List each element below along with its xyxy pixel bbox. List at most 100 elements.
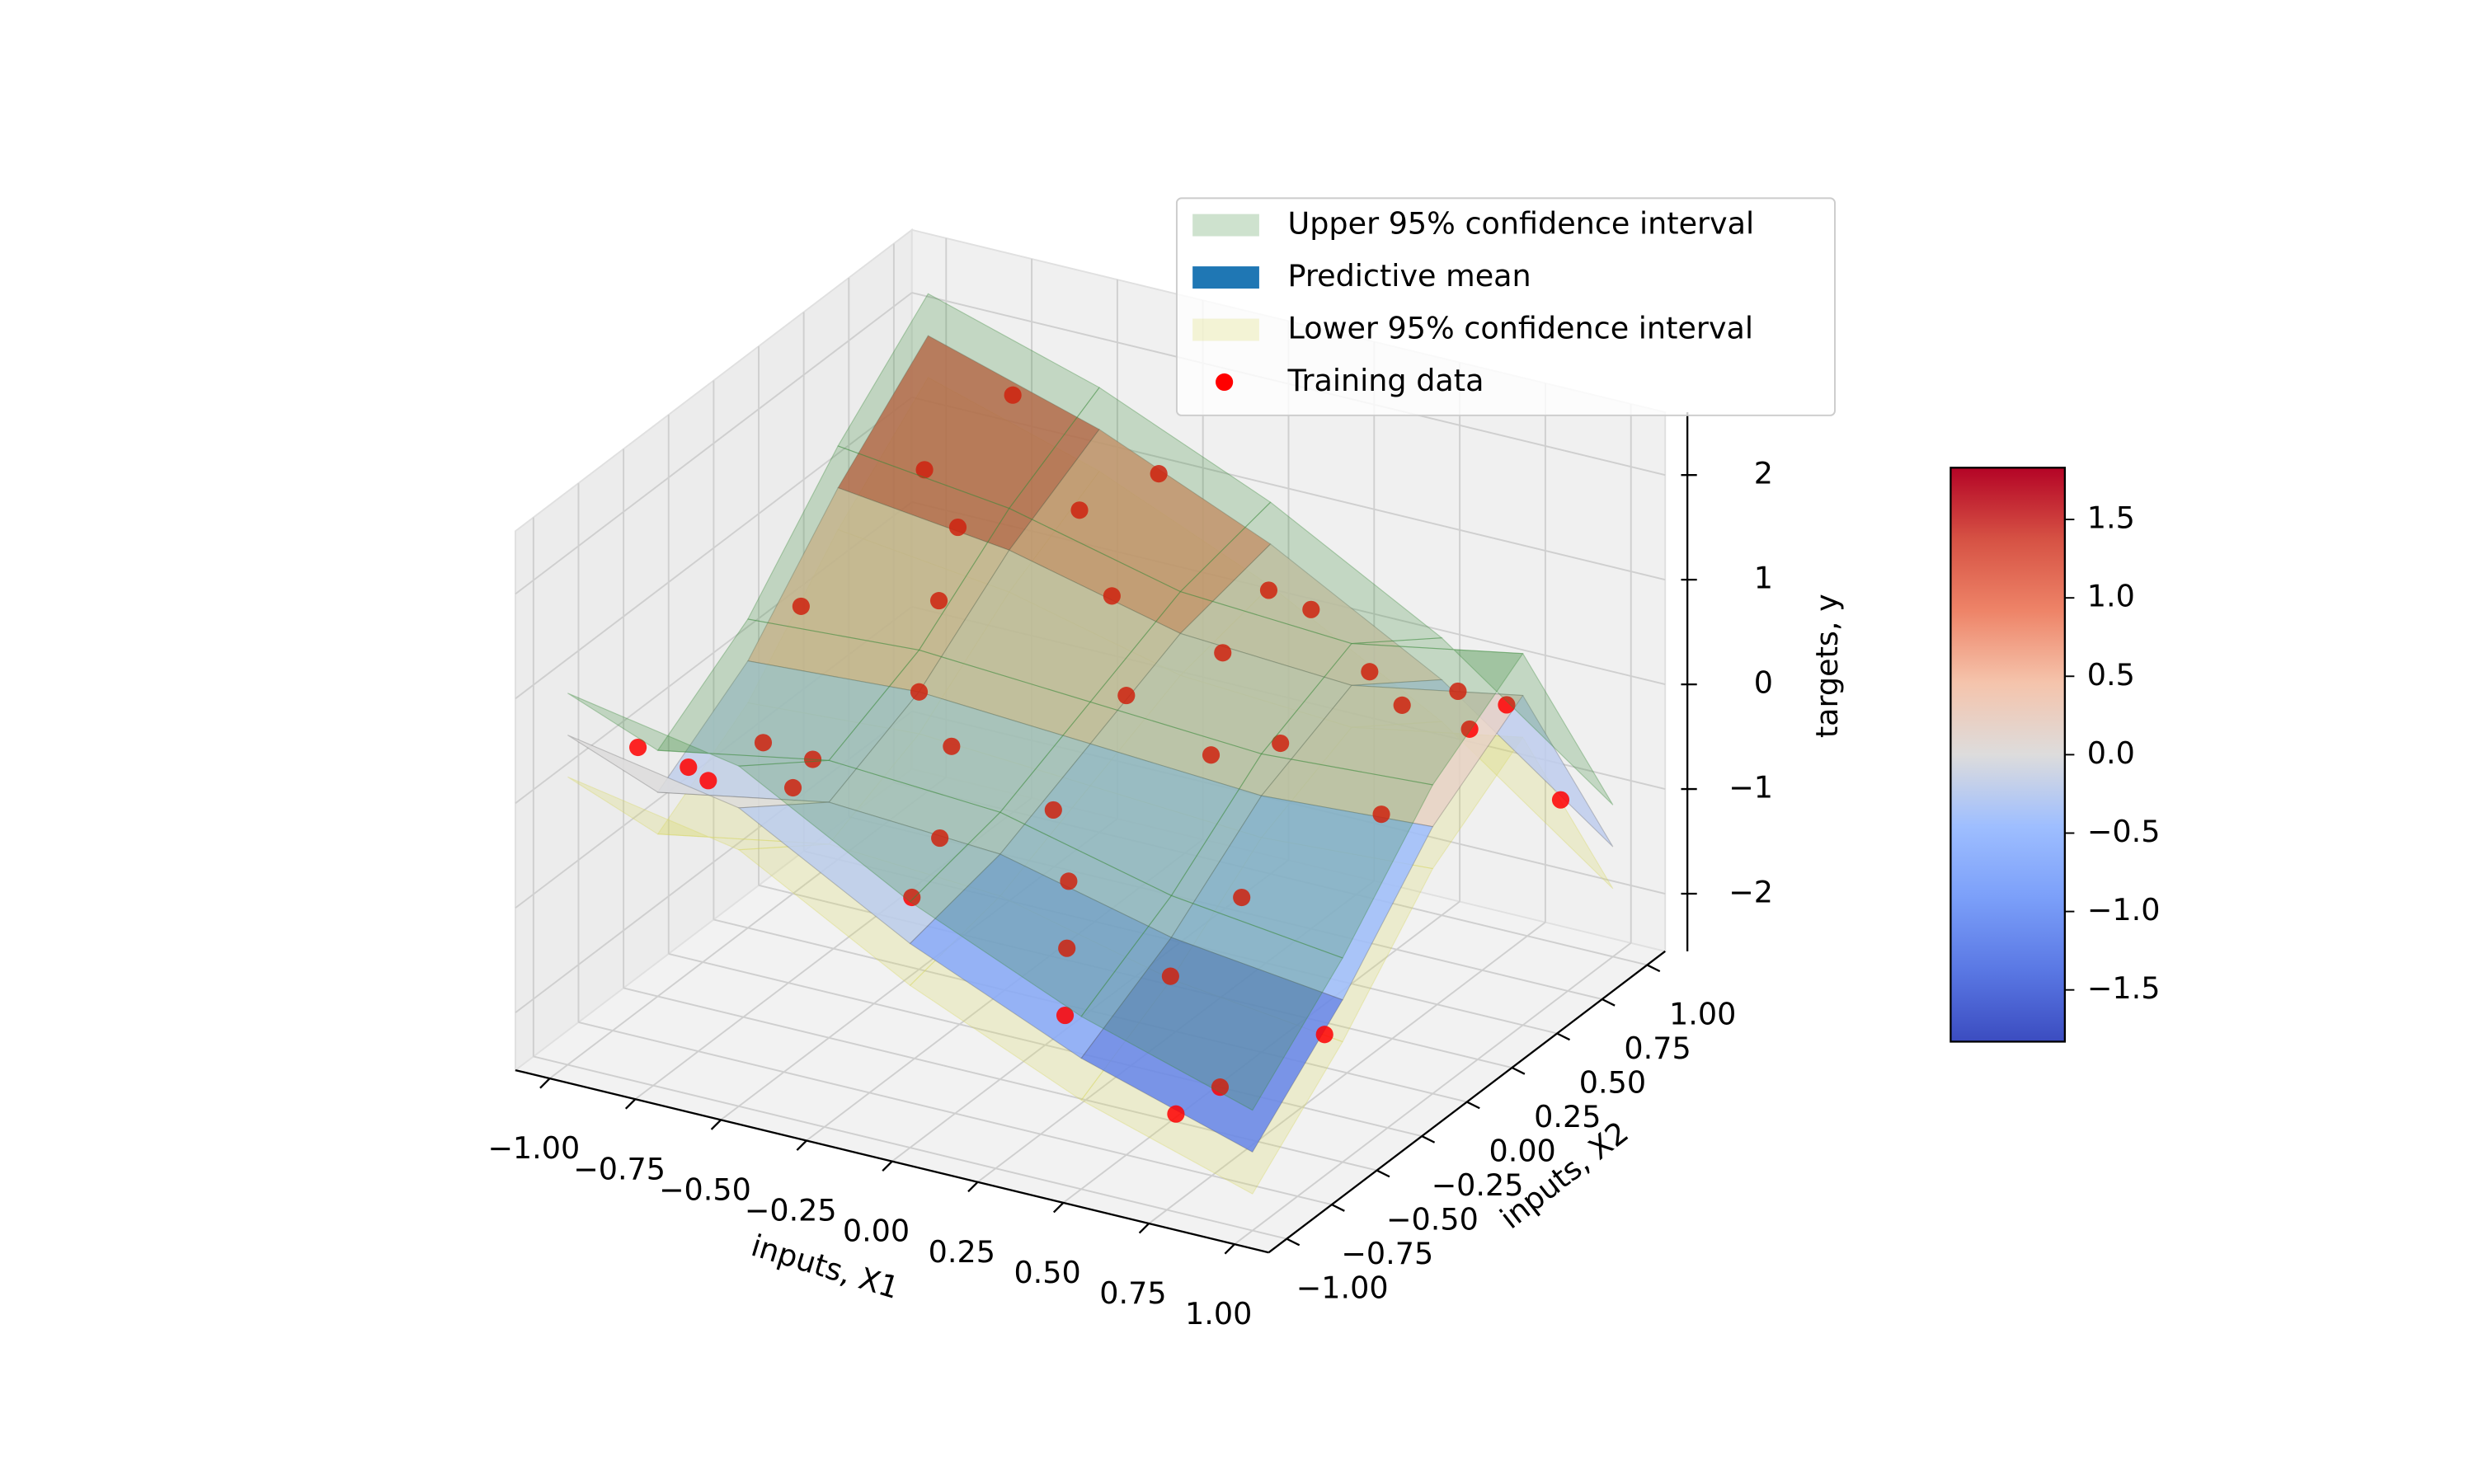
legend-box — [1175, 197, 1836, 416]
colorbar — [1950, 467, 2066, 1043]
training-point — [1202, 746, 1221, 764]
training-point — [929, 592, 948, 610]
legend-label: Training data — [1287, 363, 1484, 398]
ci-surface-facet — [837, 293, 1100, 510]
ci-surface-facet — [656, 618, 920, 761]
training-point — [948, 518, 967, 537]
training-point — [699, 772, 717, 790]
y-tick-label: 0.50 — [1579, 1065, 1646, 1101]
y-tick-label: −0.25 — [1432, 1167, 1524, 1203]
colorbar-tick-label: 0.0 — [2087, 735, 2135, 771]
tick-mark — [1556, 1032, 1571, 1041]
legend: Upper 95% confidence interval Predictive … — [1175, 197, 1836, 416]
tick-mark — [1602, 998, 1616, 1007]
training-point — [943, 737, 961, 755]
training-point — [1161, 967, 1179, 985]
y-tick-label: 0.00 — [1489, 1134, 1555, 1169]
y-tick-label: 0.75 — [1624, 1031, 1691, 1066]
tick-mark — [1138, 1223, 1150, 1234]
legend-label: Lower 95% confidence interval — [1288, 311, 1753, 346]
training-point — [1551, 791, 1570, 809]
axis-line — [515, 1068, 1269, 1254]
z-tick-label: −1 — [1729, 770, 1773, 805]
tick-mark — [1466, 1101, 1480, 1110]
ci-surface-facet — [567, 693, 830, 767]
training-point — [1103, 587, 1121, 605]
training-point — [1211, 1078, 1230, 1097]
ci-surface-facet — [1260, 642, 1524, 786]
tick-mark — [1331, 1204, 1345, 1212]
training-point — [1372, 805, 1390, 824]
mean-surface-facet — [1080, 937, 1343, 1153]
ci-surface-facet — [828, 649, 1092, 813]
x-tick-label: 0.50 — [1014, 1255, 1080, 1290]
legend-label: Predictive mean — [1288, 258, 1531, 294]
y-tick-label: −0.75 — [1341, 1236, 1433, 1271]
legend-label: Upper 95% confidence interval — [1288, 206, 1755, 242]
ci-surface-facet — [1008, 387, 1272, 593]
z-tick-label: −2 — [1729, 875, 1773, 910]
ci-surface-facet — [999, 701, 1263, 897]
training-point — [1214, 644, 1232, 662]
tick-mark — [1421, 1135, 1436, 1144]
colorbar-tick-label: −0.5 — [2087, 814, 2161, 849]
tick-mark — [1376, 1169, 1390, 1178]
training-point — [1056, 1006, 1075, 1025]
colorbar-tick-label: −1.5 — [2087, 970, 2161, 1006]
ci-surface-facet — [1179, 501, 1443, 645]
grid-line — [533, 1055, 1287, 1240]
x-tick-label: 1.00 — [1185, 1296, 1252, 1331]
training-point — [1393, 696, 1411, 714]
training-point — [680, 758, 698, 777]
tick-mark — [796, 1139, 807, 1151]
training-point — [792, 597, 810, 615]
training-point — [1060, 872, 1078, 890]
colorbar-tick-label: −1.0 — [2087, 892, 2161, 928]
tick-mark — [967, 1181, 979, 1193]
tick-mark — [624, 1098, 637, 1110]
training-point — [1117, 687, 1136, 705]
training-point — [1150, 465, 1168, 483]
training-point — [783, 778, 802, 797]
grid-line — [515, 397, 913, 700]
ci-surface-facet — [909, 811, 1173, 1017]
ci-surface-facet — [737, 759, 1001, 903]
x-tick-label: −0.25 — [745, 1193, 837, 1228]
ci-surface-facet — [1089, 590, 1352, 755]
training-point — [910, 683, 929, 701]
training-point — [931, 829, 949, 848]
tick-mark — [710, 1119, 722, 1130]
colorbar-tick-label: 1.0 — [2087, 579, 2135, 614]
axis-line — [1268, 950, 1666, 1254]
training-point — [903, 888, 921, 907]
training-point — [1460, 720, 1479, 738]
legend-swatch — [1192, 266, 1259, 289]
training-point — [1004, 386, 1022, 404]
x-tick-label: 0.25 — [929, 1234, 995, 1270]
training-point — [1070, 501, 1089, 519]
tick-mark — [539, 1078, 551, 1089]
training-point — [915, 461, 934, 479]
x-tick-label: −0.75 — [573, 1151, 666, 1186]
tick-mark — [1646, 964, 1661, 973]
tick-mark — [1286, 1237, 1300, 1247]
grid-line — [578, 1021, 1333, 1206]
ci-surface-facet — [747, 445, 1010, 651]
training-point — [1259, 581, 1278, 599]
training-point — [1498, 696, 1516, 714]
training-point — [1315, 1026, 1333, 1044]
training-point — [1233, 888, 1251, 907]
z-tick-label: 1 — [1754, 561, 1773, 596]
plot-area: −1.00−0.75−0.50−0.250.000.250.500.751.00… — [487, 197, 2161, 1331]
y-tick-label: 1.00 — [1669, 996, 1736, 1031]
training-point — [629, 738, 647, 757]
training-point — [1167, 1105, 1185, 1123]
y-tick-label: −0.50 — [1386, 1202, 1479, 1237]
x-tick-label: −0.50 — [659, 1172, 751, 1207]
z-tick-label: 2 — [1754, 456, 1773, 491]
grid-line — [515, 292, 913, 595]
training-point — [754, 734, 773, 752]
x-tick-label: 0.75 — [1099, 1275, 1166, 1311]
training-point — [1272, 734, 1290, 753]
